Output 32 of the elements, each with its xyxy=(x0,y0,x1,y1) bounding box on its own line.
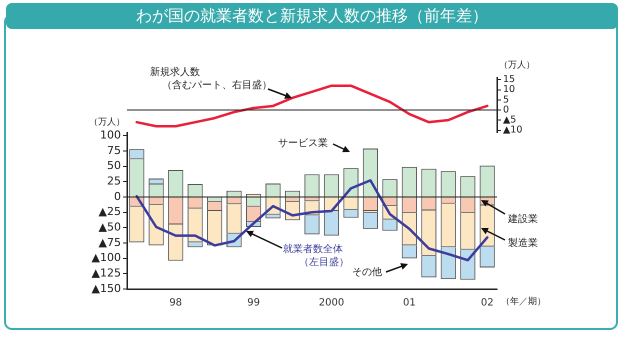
text: サービス業 xyxy=(278,137,328,150)
y-tick-label: 15 xyxy=(503,74,516,86)
y-tick-label: ▲25 xyxy=(98,205,121,218)
y-tick-label: ▲125 xyxy=(92,266,121,280)
x-tick-label: 02 xyxy=(480,298,494,309)
x-tick-label: 98 xyxy=(169,298,182,309)
y-tick-label: 0 xyxy=(503,104,510,116)
y-tick-label: ▲150 xyxy=(92,282,121,295)
series-label: 新規求人数（含むパート、右目盛） xyxy=(150,66,272,92)
y-axis-title: （万人） xyxy=(499,60,535,71)
series-label: 製造業 xyxy=(508,237,538,250)
x-tick-label: 2000 xyxy=(318,298,344,309)
y-axis-title: （万人） xyxy=(89,116,125,128)
y-tick-label: 5 xyxy=(503,94,510,106)
y-tick-label: 0 xyxy=(114,190,121,203)
y-tick-label: 25 xyxy=(107,174,121,188)
y-tick-label: 75 xyxy=(107,144,121,157)
text: その他 xyxy=(352,266,382,279)
y-tick-label: ▲100 xyxy=(92,251,121,264)
series-label: 建設業 xyxy=(508,213,538,226)
y-tick-label: ▲50 xyxy=(98,220,121,234)
x-axis-title: （年／期） xyxy=(501,296,546,307)
y-tick-label: 100 xyxy=(100,128,121,142)
text: 就業者数全体（左目盛） xyxy=(283,243,349,269)
y-tick-label: 50 xyxy=(107,159,121,172)
chart-title: わが国の就業者数と新規求人数の推移（前年差） xyxy=(6,3,618,29)
y-tick-label: ▲10 xyxy=(503,124,522,136)
x-tick-label: 99 xyxy=(247,298,260,309)
y-tick-label: 10 xyxy=(503,84,516,96)
y-tick-label: ▲5 xyxy=(503,114,516,126)
y-tick-label: ▲75 xyxy=(98,236,121,249)
x-tick-label: 01 xyxy=(403,298,416,309)
